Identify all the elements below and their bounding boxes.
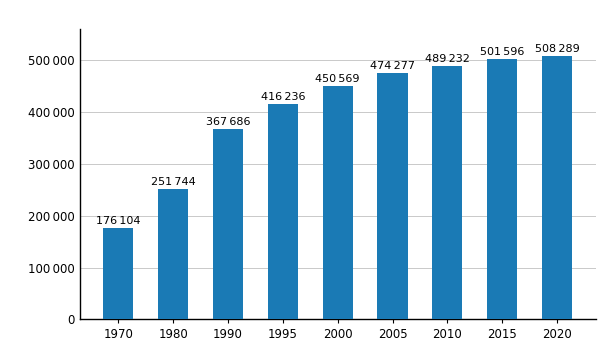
Bar (322, 86, 353, 319)
Bar (487, 59, 518, 319)
Bar (378, 73, 408, 319)
Text: 251 744: 251 744 (151, 177, 195, 187)
Text: 474 277: 474 277 (370, 61, 415, 72)
Text: 489 232: 489 232 (425, 54, 470, 64)
Bar (432, 66, 462, 319)
Bar (268, 103, 298, 319)
Text: 508 289: 508 289 (535, 44, 580, 54)
Text: 416 236: 416 236 (260, 91, 305, 102)
Text: 367 686: 367 686 (206, 117, 251, 127)
Bar (103, 228, 133, 319)
Text: 176 104: 176 104 (96, 216, 141, 226)
Text: 450 569: 450 569 (316, 74, 360, 84)
Bar (542, 56, 572, 319)
Bar (213, 129, 243, 319)
Bar (158, 189, 188, 319)
Text: 501 596: 501 596 (480, 47, 524, 57)
